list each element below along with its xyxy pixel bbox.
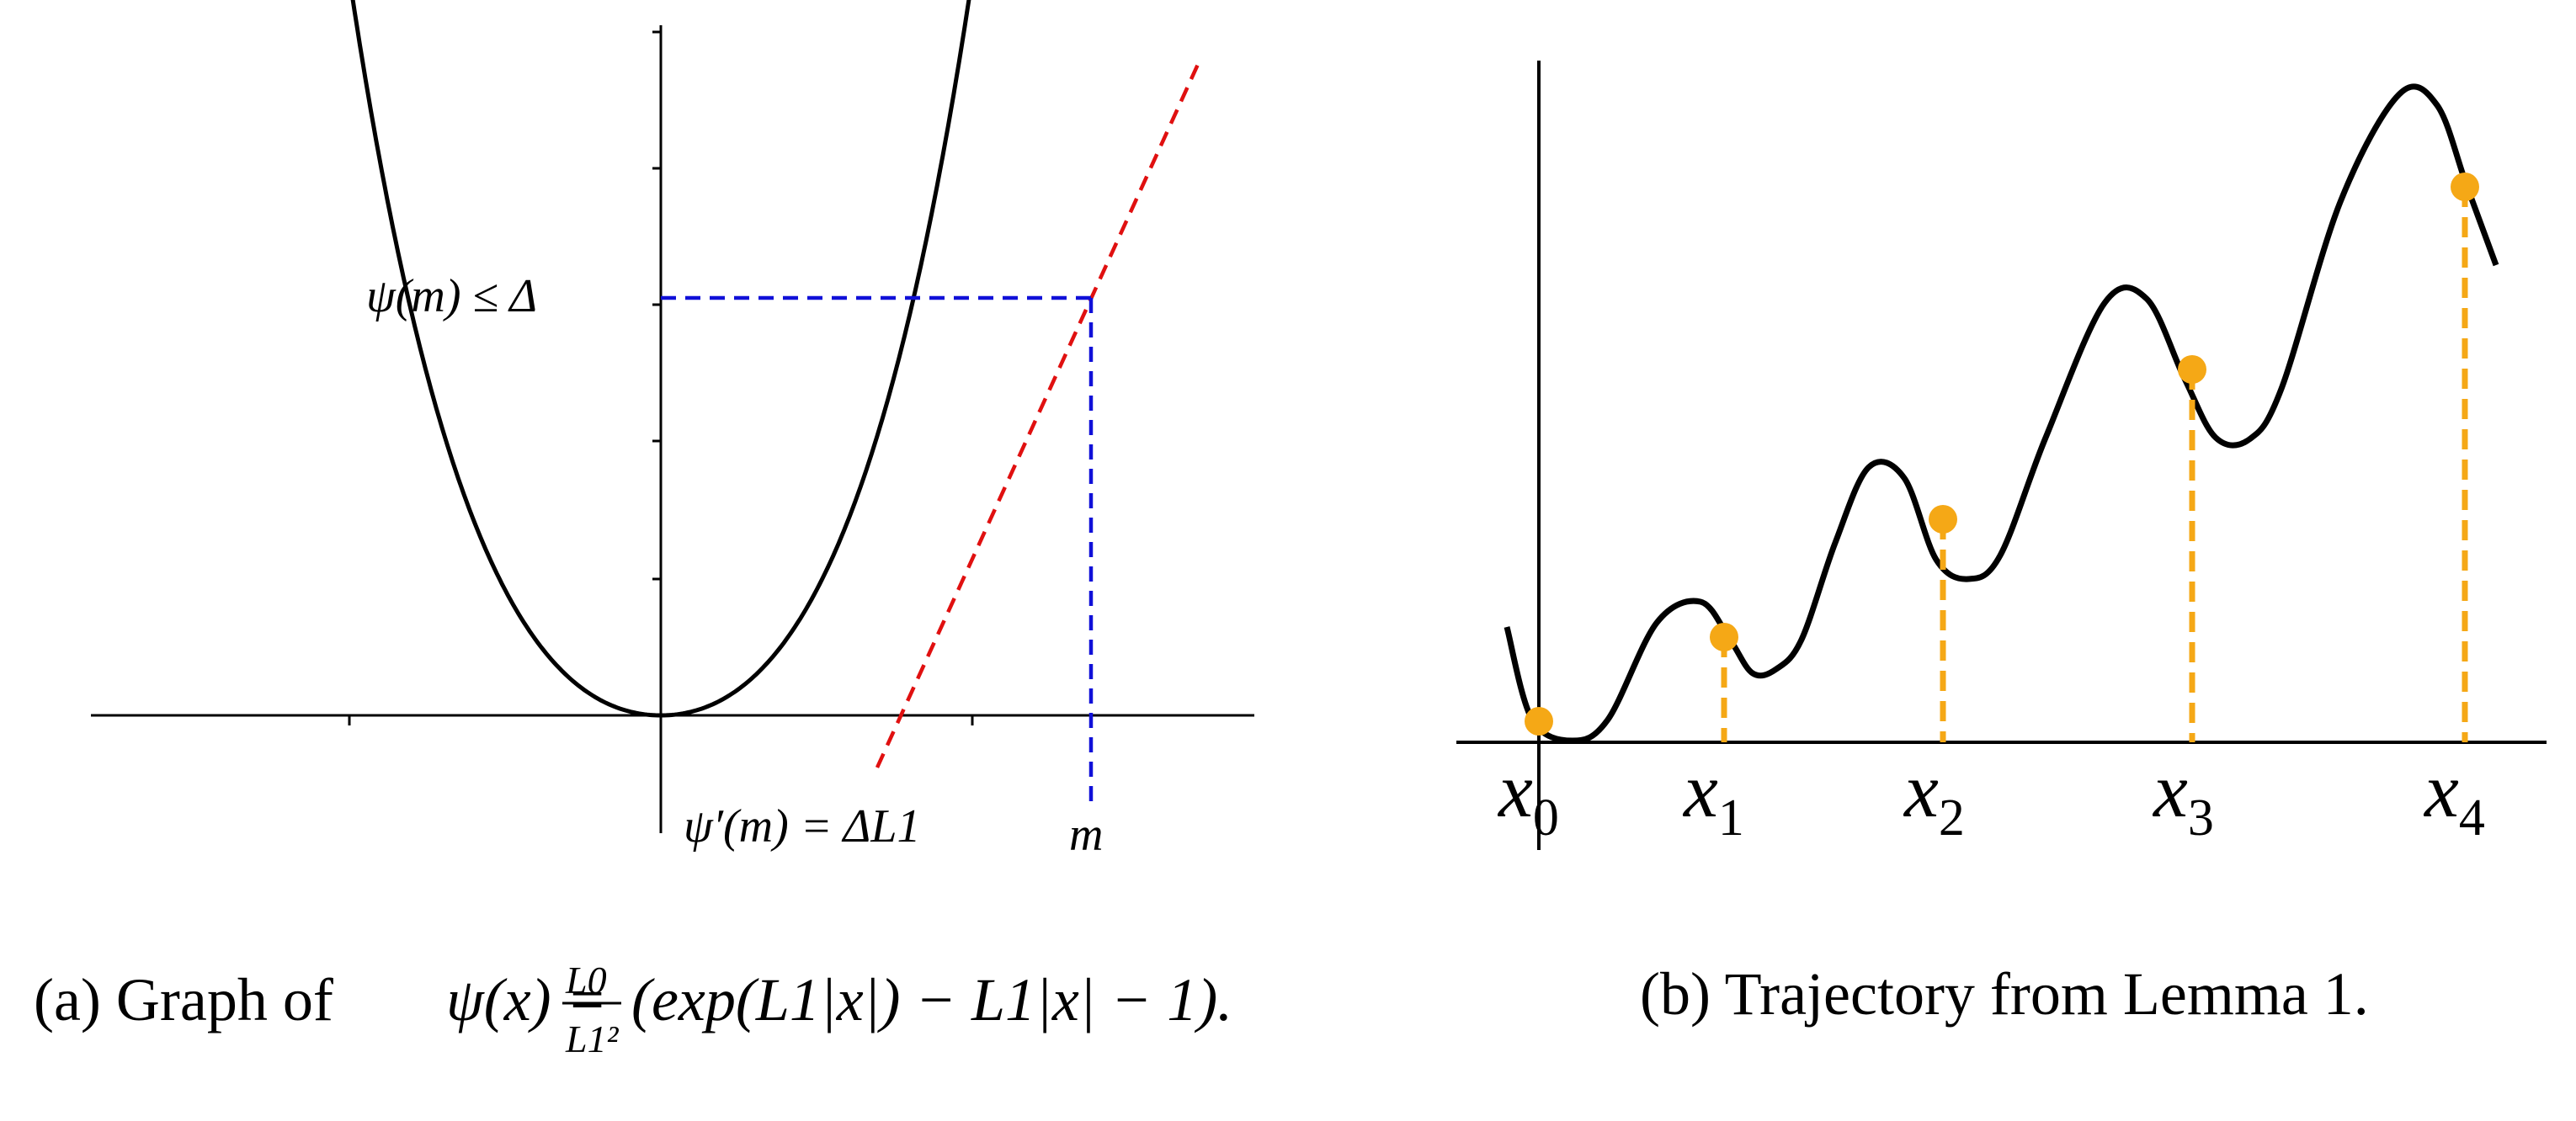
label-x2: x2 bbox=[1903, 747, 1965, 847]
caption-a-lhs: ψ(x) = bbox=[446, 966, 607, 1033]
label-m: m bbox=[1069, 809, 1103, 861]
label-x4: x4 bbox=[2423, 747, 2485, 847]
label-x1: x1 bbox=[1682, 747, 1744, 847]
label-psi-m: ψ(m) ≤ Δ bbox=[366, 270, 537, 322]
panel-a-caption: (a) Graph of ψ(x) = L0 L1² (exp(L1|x|) −… bbox=[34, 959, 1232, 1060]
label-x0: x0 bbox=[1497, 747, 1559, 847]
trajectory-point-x3 bbox=[2178, 355, 2206, 384]
label-psi-derivative: ψ′(m) = ΔL1 bbox=[684, 800, 921, 853]
tangent-line bbox=[875, 60, 1202, 768]
caption-b: (b) Trajectory from Lemma 1. bbox=[1640, 960, 2369, 1028]
caption-a-frac-num: L0 bbox=[565, 959, 607, 1001]
trajectory-point-x4 bbox=[2451, 173, 2479, 201]
trajectory-curve bbox=[1504, 83, 2499, 744]
panel-a-ticks bbox=[348, 30, 974, 725]
caption-a-frac-den: L1² bbox=[565, 1017, 620, 1060]
caption-a-prefix: (a) Graph of bbox=[34, 966, 333, 1033]
trajectory-point-x0 bbox=[1525, 707, 1553, 736]
psi-curve bbox=[350, 0, 971, 718]
caption-a-rhs: (exp(L1|x|) − L1|x| − 1). bbox=[631, 966, 1232, 1033]
trajectory-point-x2 bbox=[1929, 505, 1957, 534]
trajectory-points bbox=[1525, 173, 2479, 742]
label-x3: x3 bbox=[2152, 747, 2214, 847]
trajectory-point-x1 bbox=[1710, 623, 1738, 651]
trajectory-labels: x0 x1 x2 x3 x4 bbox=[1497, 747, 2485, 847]
panel-b: x0 x1 x2 x3 x4 bbox=[1456, 61, 2547, 850]
panel-a: ψ(m) ≤ Δ ψ′(m) = ΔL1 m bbox=[91, 0, 1254, 861]
